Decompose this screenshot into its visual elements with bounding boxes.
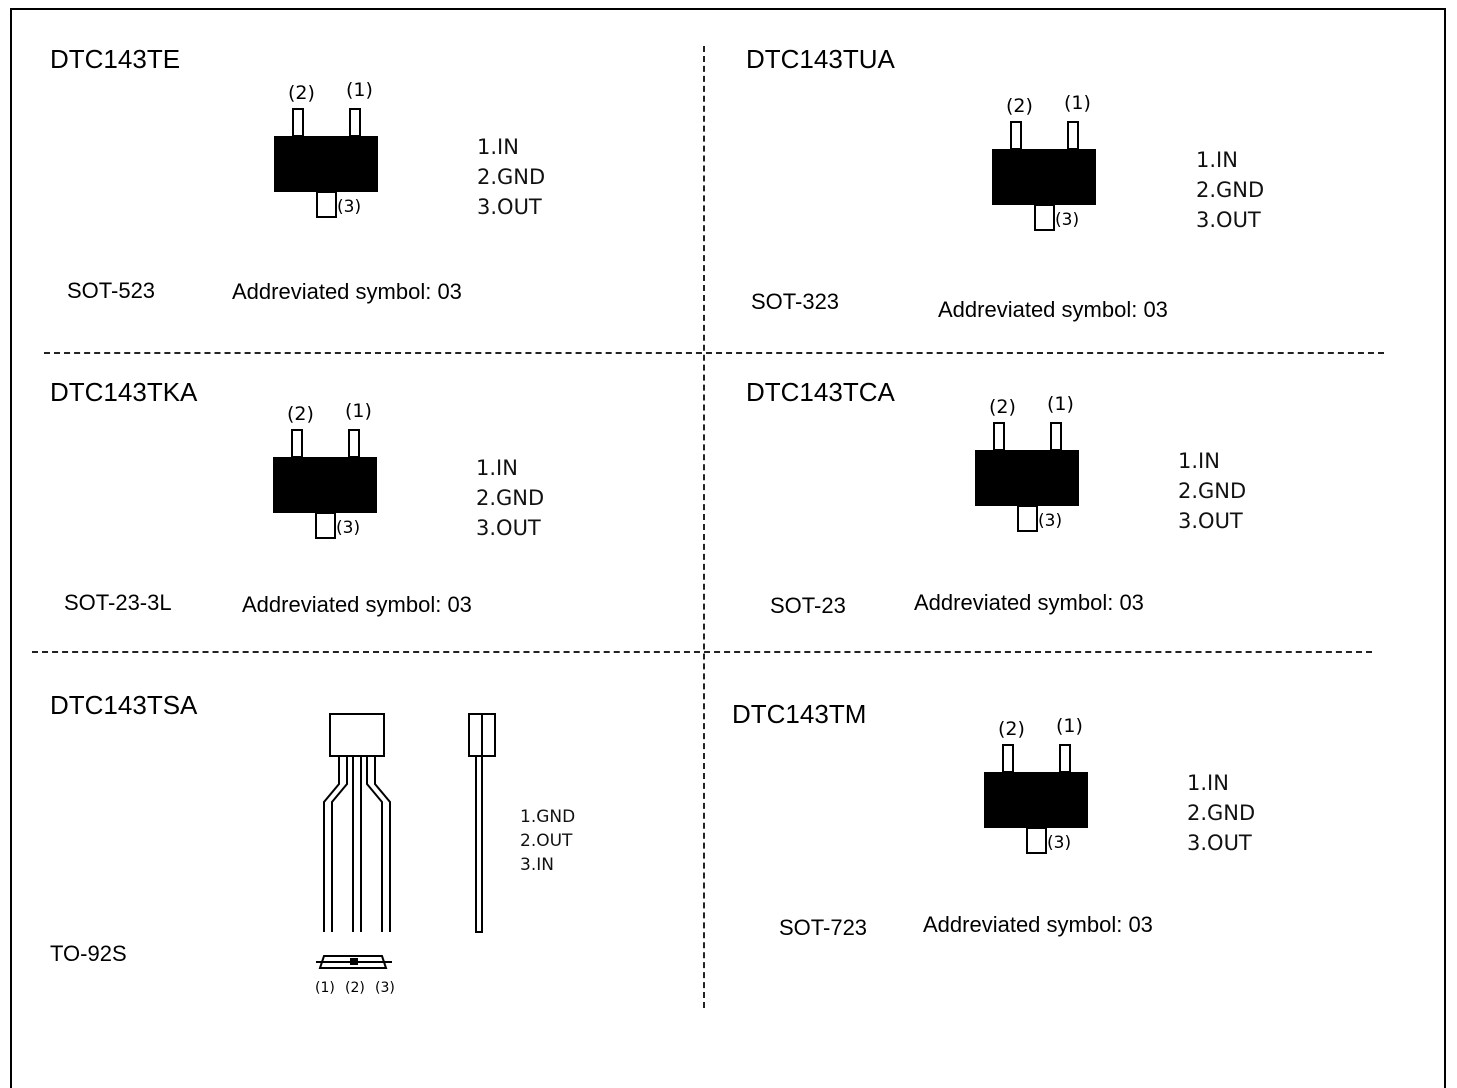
lead-label-1: (1) [1064, 92, 1091, 114]
abbreviated-symbol: Addreviated symbol: 03 [242, 592, 472, 617]
lead-label-3: (3) [1047, 833, 1071, 853]
lead-label-1: (1) [315, 980, 335, 996]
sot-package-drawing: (2) (1) (3) [274, 79, 378, 218]
abbreviated-symbol: Addreviated symbol: 03 [232, 279, 462, 304]
lead-label-3: (3) [336, 518, 360, 538]
part-name: DTC143TSA [50, 690, 198, 720]
part-name: DTC143TM [732, 699, 867, 729]
lead-label-1: (1) [346, 79, 373, 101]
pin-list: 1.IN 2.GND 3.OUT [1178, 446, 1246, 536]
pin-2: 2.GND [1196, 178, 1265, 202]
pin-list: 1.IN 2.GND 3.OUT [1187, 768, 1255, 858]
document-frame [10, 8, 1446, 1088]
pin-2: 2.GND [1178, 479, 1247, 503]
lead-label-3: (3) [1055, 210, 1079, 230]
pin-1: 1.IN [1178, 449, 1220, 473]
pin-1: 1.IN [477, 135, 519, 159]
pin-list: 1.IN 2.GND 3.OUT [1196, 145, 1264, 235]
pin-list: 1.IN 2.GND 3.OUT [477, 132, 545, 222]
lead-label-2: (2) [287, 403, 314, 425]
column-divider [703, 46, 705, 1008]
abbreviated-symbol: Addreviated symbol: 03 [938, 297, 1168, 322]
pin-3: 3.OUT [476, 516, 541, 540]
pin-3: 3.OUT [477, 195, 542, 219]
sot-package-drawing: (2) (1) (3) [992, 92, 1096, 231]
pin-2: 2.GND [476, 486, 545, 510]
lead-label-2: (2) [288, 82, 315, 104]
lead-label-1: (1) [1047, 393, 1074, 415]
pin-2: 2.GND [477, 165, 546, 189]
sot-package-drawing: (2) (1) (3) [984, 715, 1088, 854]
pin-3: 3.OUT [1178, 509, 1243, 533]
lead-label-2: (2) [1006, 95, 1033, 117]
pin-3: 3.IN [520, 855, 554, 875]
sot-package-drawing: (2) (1) (3) [975, 393, 1079, 532]
to92-bottom-view: (1) (2) (3) [315, 955, 395, 996]
pin-1: 1.GND [520, 807, 576, 827]
package-name: SOT-23-3L [64, 590, 172, 615]
lead-label-2: (2) [989, 396, 1016, 418]
part-name: DTC143TKA [50, 377, 198, 407]
pin-3: 3.OUT [1196, 208, 1261, 232]
pin-1: 1.IN [1196, 148, 1238, 172]
pin-list: 1.IN 2.GND 3.OUT [476, 453, 544, 543]
lead-label-2: (2) [345, 980, 365, 996]
lead-label-3: (3) [375, 980, 395, 996]
pin-list: 1.GND 2.OUT 3.IN [520, 805, 575, 877]
pin-1: 1.IN [476, 456, 518, 480]
pin-3: 3.OUT [1187, 831, 1252, 855]
sot-package-drawing: (2) (1) (3) [273, 400, 377, 539]
lead-label-2: (2) [998, 718, 1025, 740]
to92-front-view [323, 713, 391, 932]
abbreviated-symbol: Addreviated symbol: 03 [923, 912, 1153, 937]
row-divider-1 [44, 352, 1384, 354]
package-name: SOT-323 [751, 289, 840, 314]
part-name: DTC143TE [50, 44, 181, 74]
package-name: SOT-23 [770, 593, 846, 618]
lead-label-3: (3) [1038, 511, 1062, 531]
lead-label-1: (1) [1056, 715, 1083, 737]
to92-side-view [468, 713, 496, 933]
part-name: DTC143TUA [746, 44, 895, 74]
lead-label-3: (3) [337, 197, 361, 217]
package-name: SOT-523 [67, 278, 156, 303]
package-name: TO-92S [50, 941, 127, 966]
pin-2: 2.GND [1187, 801, 1256, 825]
pin-1: 1.IN [1187, 771, 1229, 795]
lead-label-1: (1) [345, 400, 372, 422]
row-divider-2 [32, 651, 1372, 653]
package-name: SOT-723 [779, 915, 868, 940]
pin-2: 2.OUT [520, 831, 573, 851]
abbreviated-symbol: Addreviated symbol: 03 [914, 590, 1144, 615]
part-name: DTC143TCA [746, 377, 895, 407]
